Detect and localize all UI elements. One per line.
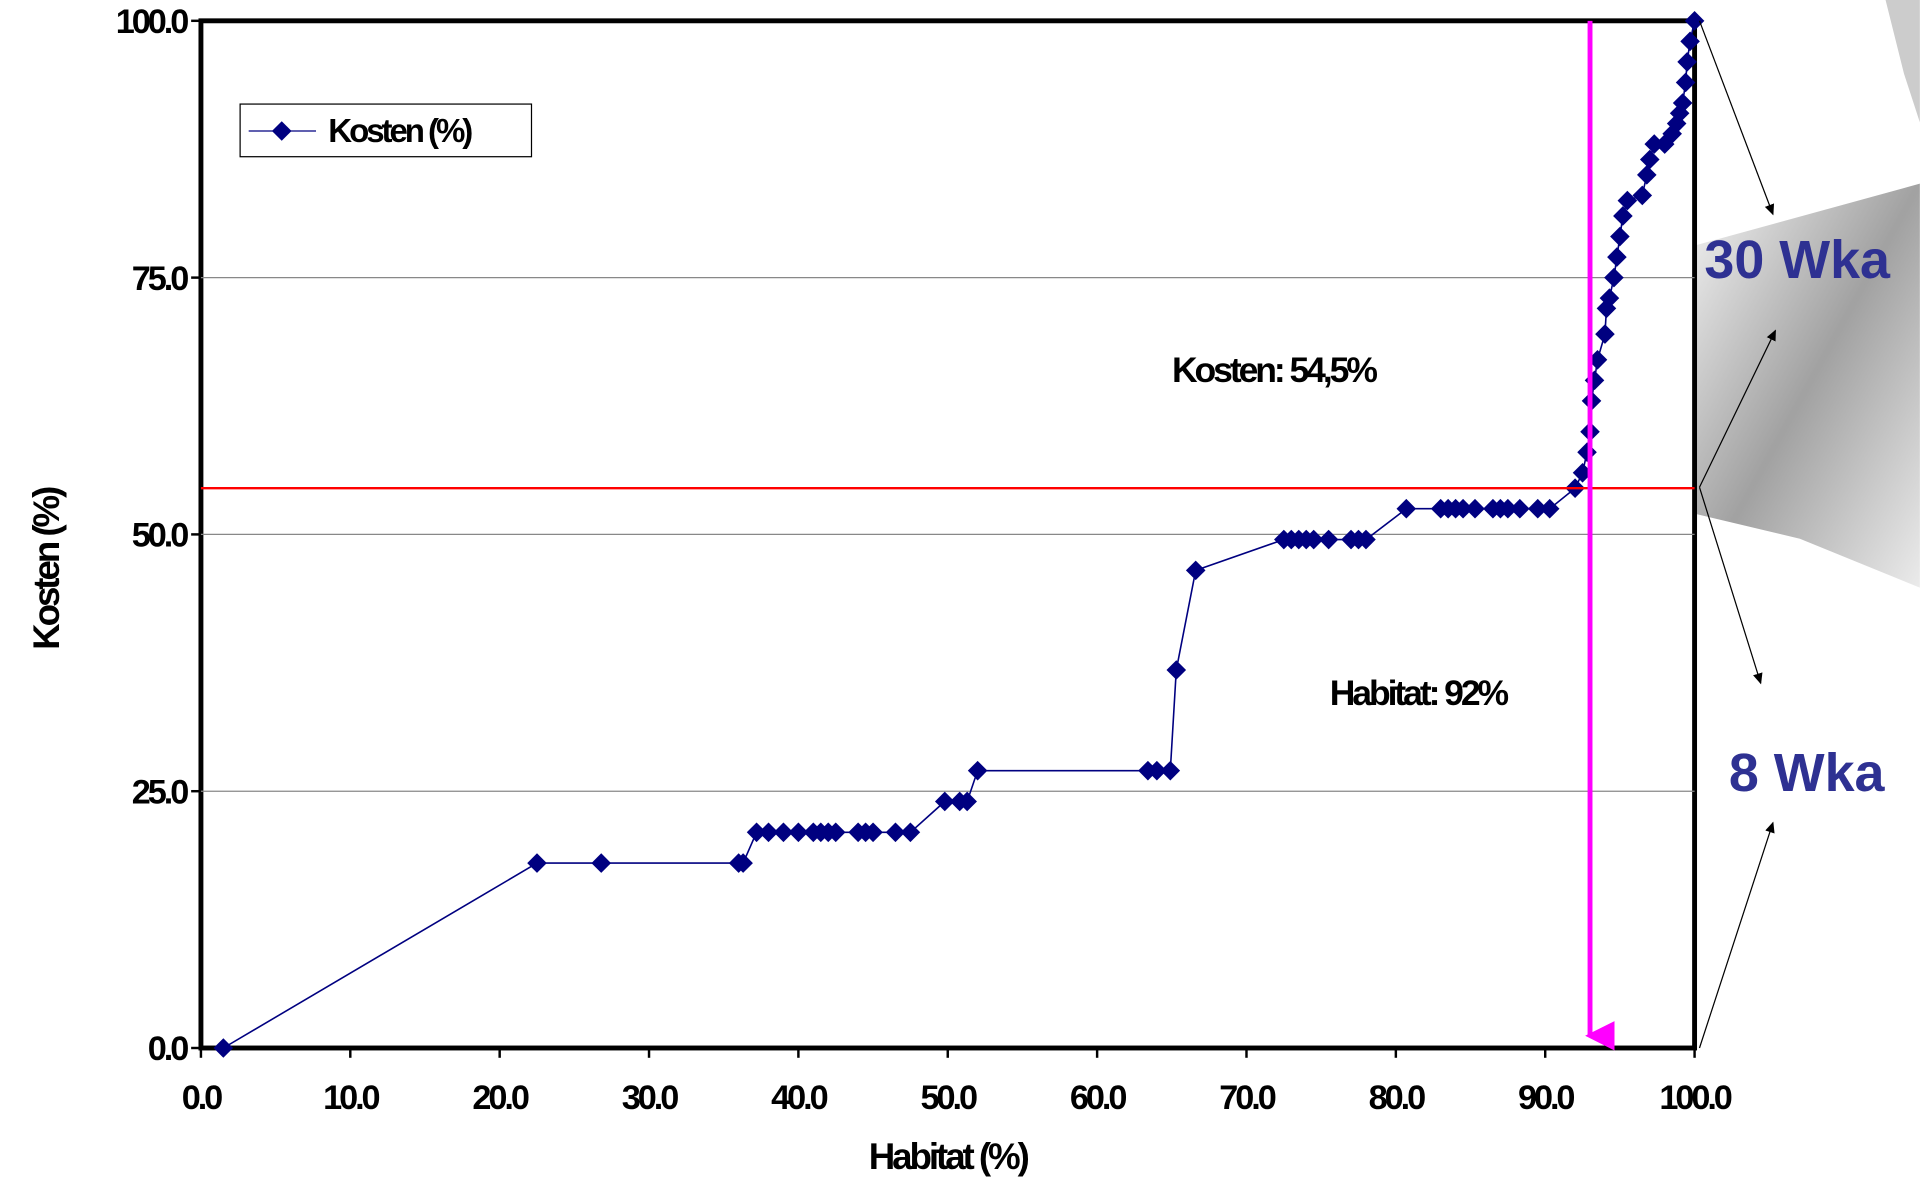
x-tick-label: 20.0 (472, 1079, 528, 1117)
data-point (1610, 226, 1630, 247)
data-point (1498, 498, 1518, 519)
data-point (1318, 529, 1339, 550)
data-point (825, 822, 846, 843)
x-tick-label: 50.0 (921, 1079, 977, 1117)
data-point (1617, 190, 1638, 211)
data-point (900, 822, 921, 843)
data-point (1453, 498, 1473, 519)
data-point (1147, 760, 1167, 781)
y-tick-label: 25.0 (132, 773, 188, 811)
x-axis-label: Habitat (%) (869, 1136, 1029, 1177)
x-tick-label: 10.0 (323, 1079, 379, 1117)
data-point (1185, 560, 1206, 581)
side-label: 30 Wka (1704, 230, 1891, 290)
photo-background (1885, 0, 1920, 123)
data-point (1166, 660, 1187, 680)
data-point (1684, 11, 1705, 31)
data-point (1465, 498, 1485, 519)
data-point (1527, 498, 1548, 519)
data-point (1604, 267, 1624, 288)
data-point (1396, 498, 1417, 519)
data-point (1675, 72, 1696, 93)
data-point (1677, 52, 1697, 72)
x-tick-label: 100.0 (1659, 1079, 1731, 1117)
arrow (1698, 821, 1775, 1049)
x-tick-label: 60.0 (1070, 1079, 1126, 1117)
arrow (1698, 487, 1763, 685)
annotation: Kosten: 54,5% (1172, 350, 1377, 390)
data-point (1639, 149, 1660, 170)
x-tick-label: 80.0 (1369, 1079, 1425, 1117)
data-point (1636, 165, 1657, 185)
y-tick-label: 0.0 (148, 1030, 188, 1068)
data-point (591, 853, 612, 873)
data-point (885, 822, 906, 843)
arrow (1698, 20, 1775, 216)
data-point (1587, 349, 1608, 370)
y-tick-label: 75.0 (132, 260, 188, 298)
data-point (773, 822, 794, 843)
data-point (863, 822, 883, 843)
data-point (1160, 760, 1181, 781)
data-point (1672, 93, 1693, 113)
data-point (746, 822, 767, 843)
data-point (213, 1038, 234, 1058)
x-tick-label: 30.0 (622, 1079, 678, 1117)
legend-label: Kosten (%) (328, 113, 472, 150)
y-tick-label: 50.0 (132, 517, 188, 555)
data-point (967, 760, 988, 781)
data-point (1577, 442, 1597, 463)
arrow (1698, 329, 1776, 488)
y-tick-label: 100.0 (116, 3, 188, 41)
x-tick-label: 40.0 (771, 1079, 827, 1117)
x-tick-label: 70.0 (1219, 1079, 1275, 1117)
data-point (1539, 498, 1560, 519)
annotation: Habitat: 92% (1330, 673, 1509, 713)
y-axis-label: Kosten (%) (26, 487, 67, 650)
data-point (934, 791, 955, 812)
data-point (527, 853, 547, 873)
data-point (1607, 247, 1627, 267)
data-point (758, 822, 779, 843)
data-point (733, 853, 753, 873)
data-point (1613, 206, 1633, 226)
data-point (1595, 324, 1615, 344)
data-point (957, 791, 977, 812)
x-tick-label: 0.0 (182, 1079, 222, 1117)
data-point (1632, 185, 1653, 206)
photo-background (1697, 183, 1920, 588)
data-point (788, 822, 809, 843)
x-tick-label: 90.0 (1518, 1079, 1574, 1117)
side-label: 8 Wka (1729, 743, 1886, 803)
data-point (1599, 288, 1620, 308)
data-point (1510, 498, 1530, 519)
